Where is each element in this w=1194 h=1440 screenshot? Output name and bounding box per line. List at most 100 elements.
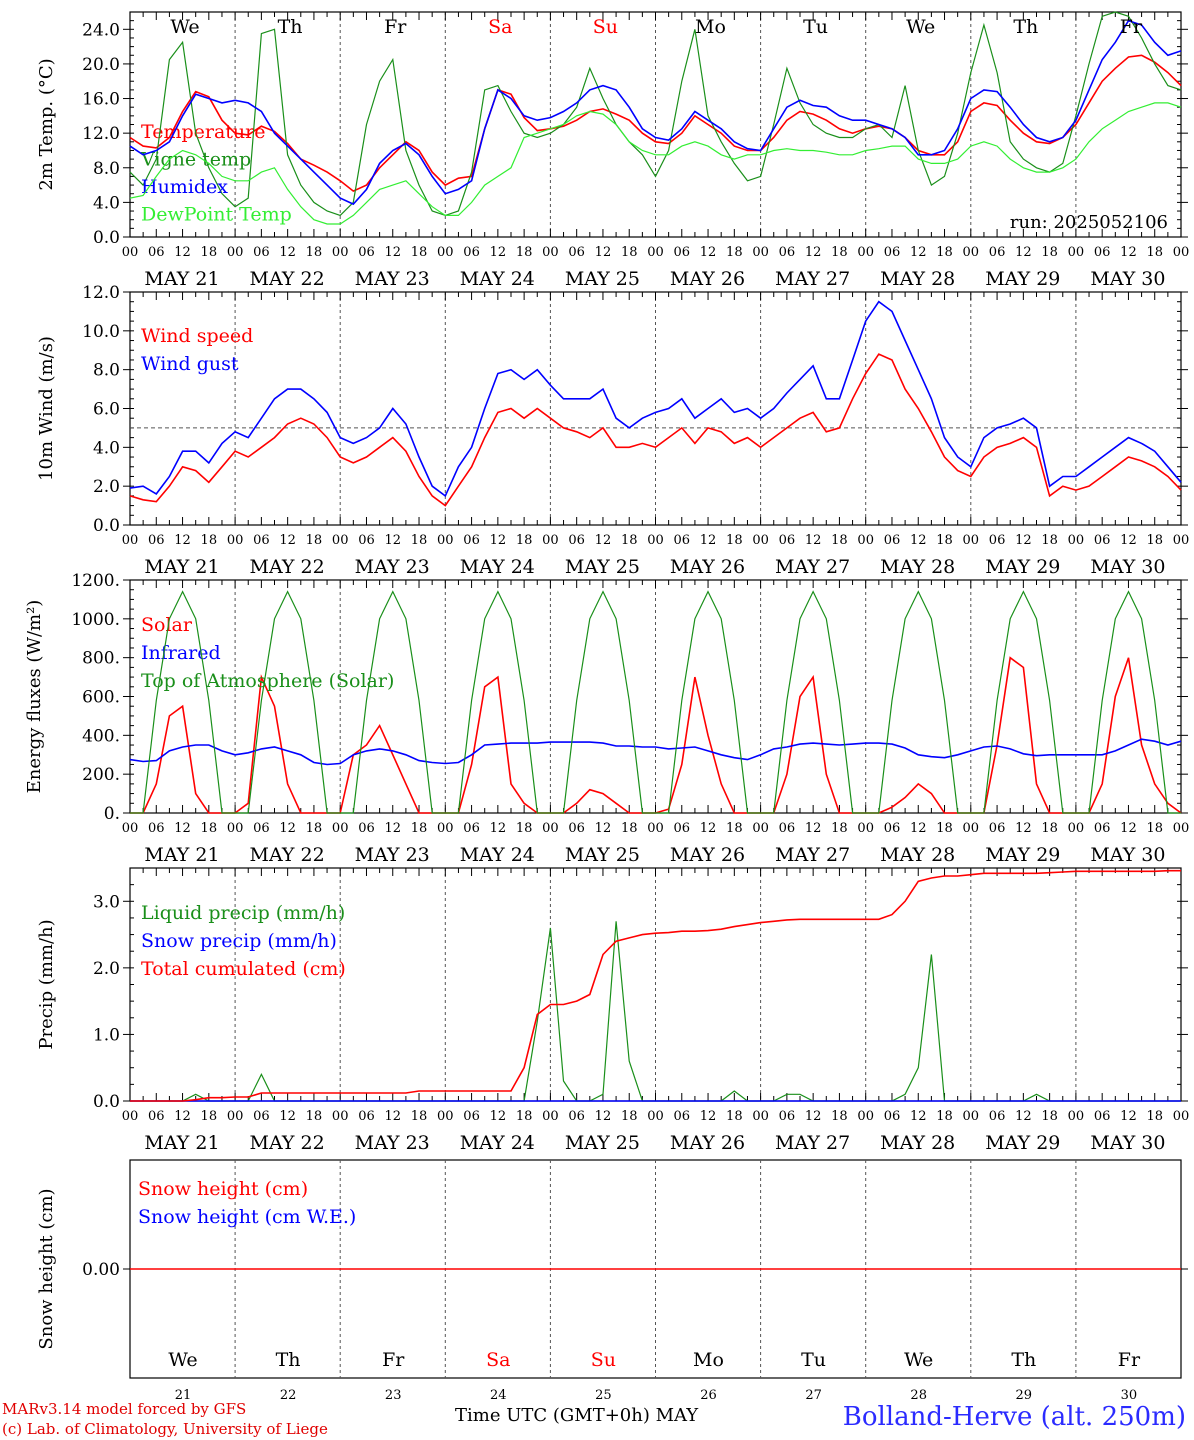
- y-tick-label: 8.0: [93, 361, 120, 381]
- hour-label: 06: [779, 1109, 796, 1124]
- hour-label: 18: [621, 821, 638, 836]
- weekday-label-bottom: Su: [591, 1349, 616, 1371]
- hour-label: 18: [201, 1109, 218, 1124]
- weekday-label-bottom: We: [904, 1349, 933, 1371]
- hour-label: 06: [989, 1109, 1006, 1124]
- weekday-label: Th: [278, 16, 303, 38]
- hour-label: 00: [752, 533, 769, 548]
- y-tick-label: 400.: [82, 726, 120, 746]
- hour-label: 18: [726, 1109, 743, 1124]
- hour-label: 00: [437, 1109, 454, 1124]
- y-axis-label: 2m Temp. (°C): [36, 58, 57, 190]
- hour-label: 06: [358, 245, 375, 260]
- hour-label: 00: [542, 245, 559, 260]
- day-label: MAY 24: [460, 556, 535, 578]
- y-axis-label: Snow height (cm): [36, 1188, 57, 1349]
- hour-label: 00: [227, 821, 244, 836]
- hour-label: 12: [910, 1109, 927, 1124]
- day-label: MAY 25: [565, 844, 640, 866]
- hour-label: 06: [779, 821, 796, 836]
- weekday-label-bottom: Mo: [693, 1349, 724, 1371]
- hour-label: 12: [174, 533, 191, 548]
- weekday-label: Su: [593, 16, 618, 38]
- day-number: 23: [385, 1388, 402, 1403]
- hour-label: 06: [358, 1109, 375, 1124]
- day-label: MAY 23: [355, 268, 430, 290]
- hour-label: 00: [332, 533, 349, 548]
- day-label: MAY 28: [880, 268, 955, 290]
- panel-3: 0. 200. 400. 600. 800. 1000. 1200. Energy fluxe…: [24, 571, 1189, 866]
- hour-label: 06: [463, 1109, 480, 1124]
- hour-label: 06: [884, 533, 901, 548]
- hour-label: 00: [227, 1109, 244, 1124]
- hour-label: 18: [936, 533, 953, 548]
- hour-label: 12: [174, 821, 191, 836]
- hour-label: 00: [752, 245, 769, 260]
- weekday-label: Tu: [803, 16, 828, 38]
- hour-label: 12: [700, 245, 717, 260]
- y-tick-label: 2.0: [93, 959, 120, 979]
- hour-label: 12: [490, 821, 507, 836]
- hour-label: 12: [384, 245, 401, 260]
- series-wind-gust: [129, 300, 1182, 498]
- day-label: MAY 22: [250, 268, 325, 290]
- hour-label: 00: [963, 1109, 980, 1124]
- hour-label: 18: [726, 245, 743, 260]
- legend-entry: Snow height (cm): [138, 1178, 308, 1200]
- weekday-label: We: [170, 16, 199, 38]
- y-tick-label: 0.0: [93, 516, 120, 536]
- hour-label: 00: [963, 245, 980, 260]
- hour-label: 00: [437, 245, 454, 260]
- series-infrared: [129, 738, 1182, 766]
- y-tick-label: 10.0: [82, 322, 120, 342]
- day-label: MAY 24: [460, 268, 535, 290]
- y-tick-label: 3.0: [93, 892, 120, 912]
- hour-label: 00: [122, 533, 139, 548]
- day-label: MAY 30: [1090, 556, 1165, 578]
- hour-label: 12: [384, 533, 401, 548]
- hour-label: 00: [332, 1109, 349, 1124]
- hour-label: 18: [306, 1109, 323, 1124]
- hour-label: 12: [1015, 245, 1032, 260]
- y-axis-label: Precip (mm/h): [36, 919, 57, 1049]
- y-tick-label: 0.0: [93, 1092, 120, 1112]
- hour-label: 00: [122, 245, 139, 260]
- day-label: MAY 24: [460, 1132, 535, 1154]
- day-number: 27: [805, 1388, 822, 1403]
- hour-label: 18: [831, 1109, 848, 1124]
- weekday-label: Fr: [384, 16, 407, 38]
- hour-label: 00: [542, 533, 559, 548]
- hour-label: 06: [674, 1109, 691, 1124]
- hour-label: 18: [411, 245, 428, 260]
- y-tick-label: 4.0: [93, 193, 120, 213]
- hour-label: 12: [1120, 1109, 1137, 1124]
- day-number: 22: [280, 1388, 297, 1403]
- day-label: MAY 29: [985, 844, 1060, 866]
- day-label: MAY 28: [880, 844, 955, 866]
- hour-label: 12: [384, 1109, 401, 1124]
- hour-label: 18: [516, 1109, 533, 1124]
- hour-label: 06: [568, 245, 585, 260]
- legend-entry: Snow height (cm W.E.): [138, 1206, 356, 1228]
- hour-label: 00: [122, 821, 139, 836]
- weekday-label-bottom: Th: [1011, 1349, 1036, 1371]
- hour-label: 00: [332, 245, 349, 260]
- y-tick-label: 12.0: [82, 124, 120, 144]
- hour-label: 00: [437, 821, 454, 836]
- hour-label: 12: [910, 533, 927, 548]
- hour-label: 12: [805, 821, 822, 836]
- hour-label: 06: [568, 821, 585, 836]
- day-label: MAY 26: [670, 556, 745, 578]
- y-tick-label: 0.00: [82, 1260, 120, 1280]
- day-label: MAY 21: [144, 268, 219, 290]
- y-tick-label: 4.0: [93, 438, 120, 458]
- hour-label: 18: [516, 821, 533, 836]
- hour-label: 18: [1146, 1109, 1163, 1124]
- hour-label: 12: [805, 245, 822, 260]
- legend-entry: Vigne temp: [140, 149, 251, 171]
- hour-label: 12: [490, 533, 507, 548]
- hour-label: 18: [1146, 245, 1163, 260]
- hour-label: 12: [700, 821, 717, 836]
- hour-label: 12: [910, 245, 927, 260]
- legend-entry: Humidex: [141, 176, 228, 198]
